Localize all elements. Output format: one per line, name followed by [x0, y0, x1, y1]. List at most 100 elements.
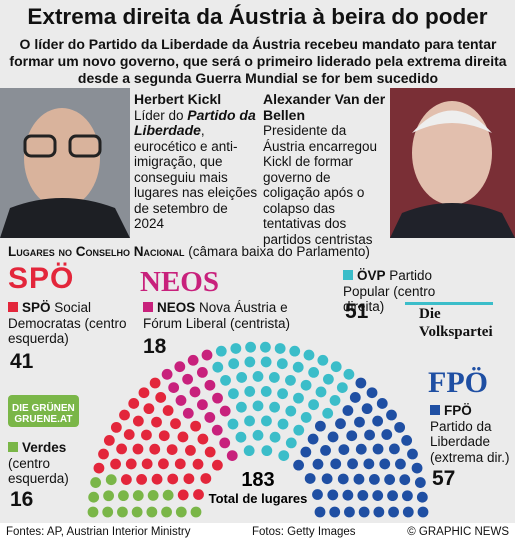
seat [320, 445, 331, 456]
seat [329, 395, 341, 406]
seat [162, 489, 174, 501]
seat [167, 473, 179, 485]
seat [105, 474, 117, 486]
party-description: Social Democratas (centro esquerda) [8, 300, 127, 346]
seat [327, 431, 339, 443]
seat [211, 459, 223, 471]
legend-swatch [430, 405, 440, 415]
seat [347, 458, 358, 470]
party-name: FPÖ [444, 403, 472, 418]
seat [353, 473, 365, 485]
seat [402, 506, 414, 518]
seat [321, 473, 333, 485]
seat [268, 372, 280, 383]
seat [322, 407, 334, 419]
seat [337, 473, 349, 485]
legend-swatch [143, 302, 153, 312]
credit: © GRAPHIC NEWS [407, 526, 509, 538]
seat [125, 458, 137, 470]
seat [102, 506, 114, 518]
party-label: ÖVP Partido Popular (centro direita) [343, 268, 453, 315]
seat [344, 506, 355, 518]
person-text: Presidente da Áustria encarregou Kickl d… [263, 123, 378, 247]
seat [182, 373, 194, 385]
seat [312, 489, 323, 500]
seat [138, 387, 150, 399]
seat [274, 343, 286, 354]
seat [120, 474, 132, 485]
seat [177, 489, 189, 501]
seat [174, 361, 186, 373]
person-text: Líder do [134, 107, 188, 123]
section-heading: Lugares no Conselho Nacional (câmara bai… [8, 244, 370, 259]
seat [228, 358, 240, 370]
seat [132, 443, 144, 455]
person-emphasis: Partido da Liberdade [134, 106, 256, 138]
seat [230, 343, 242, 354]
logo-text: FPÖ [428, 366, 488, 399]
party-name: NEOS [157, 300, 196, 315]
seat [416, 491, 428, 503]
seat [381, 429, 393, 440]
seat [244, 386, 256, 397]
total-value: 183 [241, 469, 274, 491]
seat [363, 458, 375, 470]
seat-count: 41 [10, 350, 34, 373]
seat [174, 458, 186, 470]
party-logo: Die Volkspartei [405, 302, 493, 341]
seat [401, 435, 413, 446]
seat [261, 445, 273, 457]
logo-text: Volkspartei [419, 324, 493, 340]
seat [308, 399, 320, 411]
seat [136, 473, 148, 485]
seat [190, 506, 202, 518]
seat-count: 51 [345, 300, 369, 323]
seat [117, 506, 128, 518]
seat [300, 412, 312, 423]
seat [252, 400, 264, 412]
seat [314, 506, 326, 518]
party-label: FPÖ Partido da Liberdade (extrema dir.) [430, 403, 515, 465]
party-seats [87, 474, 202, 518]
party-seats [161, 349, 238, 462]
seat [212, 361, 224, 373]
seat [417, 506, 429, 518]
party-label: NEOS Nova Áustria e Fórum Liberal (centr… [143, 300, 318, 331]
seat [355, 443, 367, 455]
seat [373, 506, 385, 518]
seat [123, 429, 135, 440]
party-name: ÖVP [357, 268, 386, 283]
seat [219, 437, 231, 449]
seat [285, 405, 297, 417]
seat [87, 506, 99, 518]
seat [219, 405, 231, 417]
seat [116, 443, 128, 455]
seat [293, 424, 305, 436]
person-name: Herbert Kickl [134, 91, 222, 107]
legend-swatch [8, 302, 18, 312]
seat [93, 462, 105, 474]
party-description: (centro esquerda) [8, 455, 69, 487]
seat [175, 506, 187, 518]
seat [243, 445, 255, 457]
seat [292, 361, 304, 373]
seat [379, 458, 391, 470]
seat [342, 489, 354, 501]
sources: Fontes: AP, Austrian Interior Ministry [6, 526, 191, 538]
seat [399, 474, 411, 486]
seat [132, 490, 144, 501]
seat [402, 490, 413, 502]
seat [201, 349, 213, 361]
seat [358, 506, 370, 518]
seat [110, 458, 121, 470]
seat [303, 349, 315, 361]
seat [414, 477, 426, 488]
seat [277, 418, 289, 430]
chart-subtitle: (câmara baixa do Parlamento) [188, 244, 370, 259]
seat [141, 458, 153, 470]
seat [197, 433, 209, 445]
seat [315, 386, 327, 398]
seat [261, 415, 272, 427]
person-van-der-bellen: Alexander Van der Bellen Presidente da Á… [263, 91, 388, 247]
party-seats [93, 377, 223, 501]
